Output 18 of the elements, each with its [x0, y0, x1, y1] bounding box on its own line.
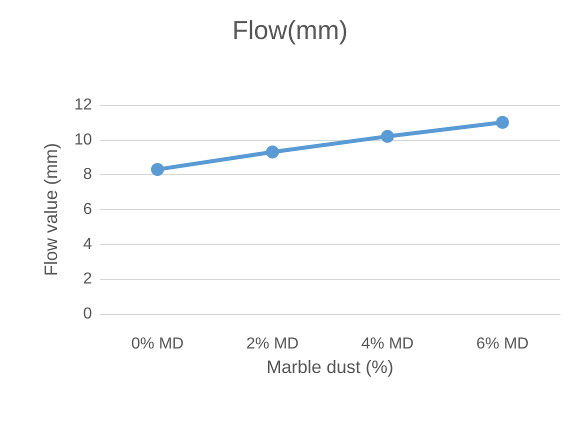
- x-tick-label: 4% MD: [361, 336, 414, 352]
- x-tick-label: 0% MD: [131, 336, 184, 352]
- y-tick-label: 4: [83, 236, 92, 253]
- y-tick-label: 10: [74, 131, 92, 148]
- x-tick-label: 6% MD: [476, 336, 529, 352]
- point: [151, 162, 164, 176]
- x-tick-label: 2% MD: [246, 336, 299, 352]
- point: [381, 130, 394, 143]
- y-tick-label: 8: [83, 166, 92, 184]
- y-tick-label: 6: [83, 201, 92, 218]
- y-tick-label: 2: [83, 270, 92, 288]
- y-tick-label: 0: [83, 306, 92, 322]
- y-tick-label: 12: [74, 96, 92, 114]
- x-axis-title: Marble dust (%): [266, 357, 394, 377]
- point: [266, 146, 279, 159]
- y-axis-title: Flow value (mm): [41, 142, 61, 276]
- point: [496, 116, 509, 129]
- chart-title: Flow(mm): [232, 15, 348, 45]
